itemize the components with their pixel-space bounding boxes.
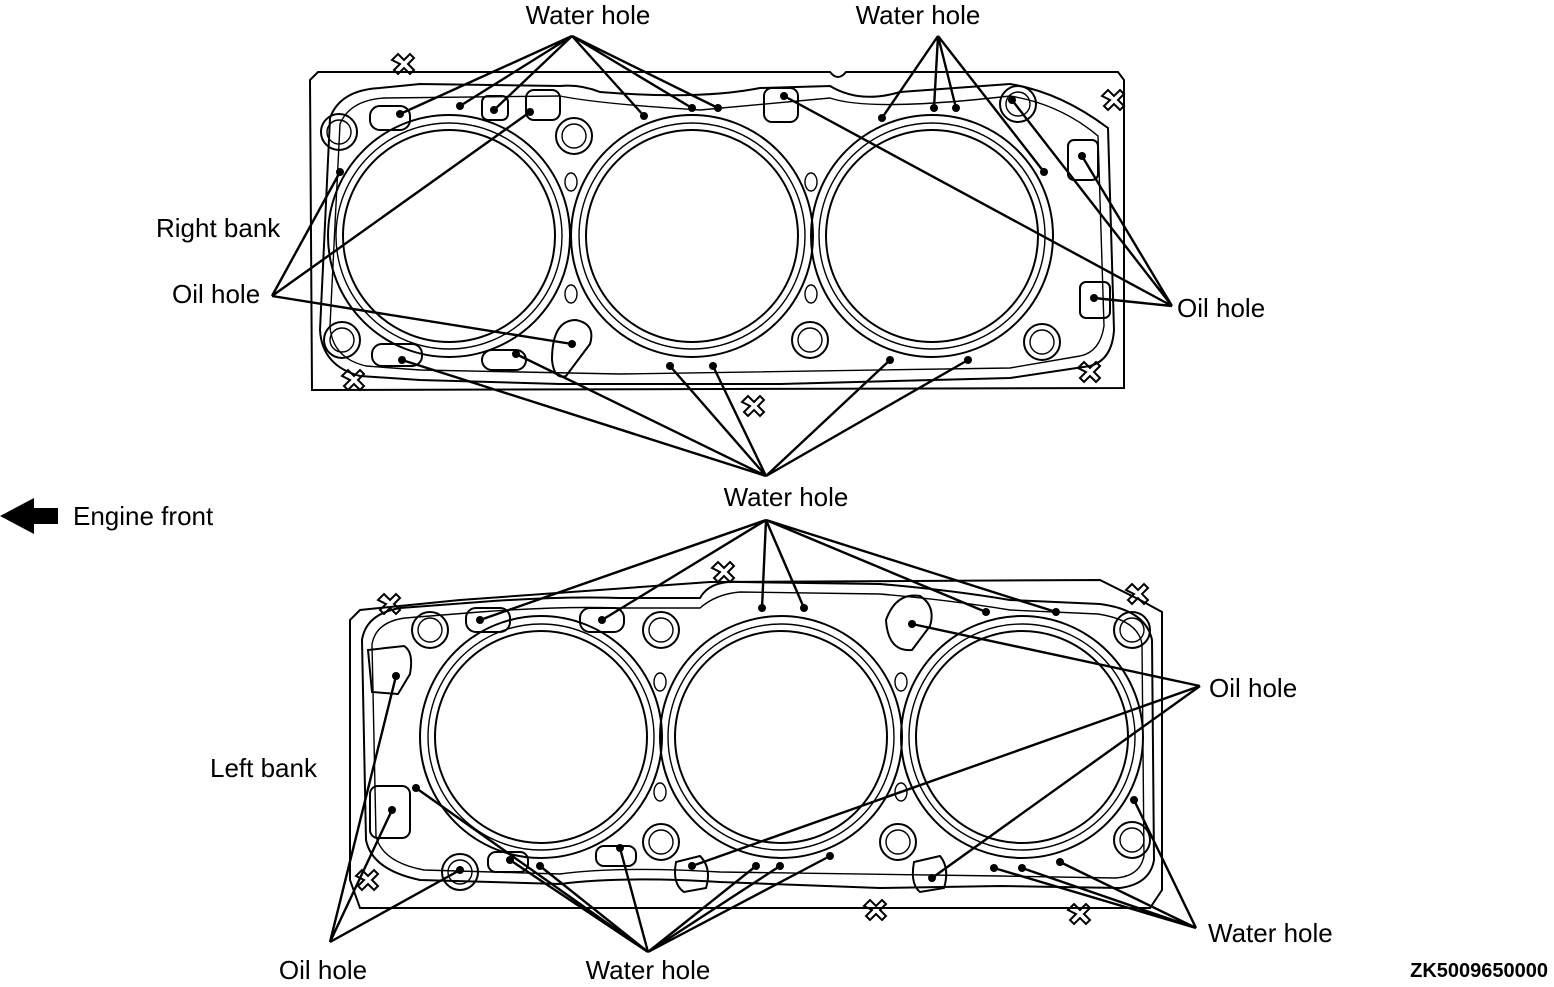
label-left-bank: Left bank — [210, 753, 318, 783]
label-water-hole-middle: Water hole — [724, 482, 849, 512]
right-bank-gasket — [308, 52, 1126, 418]
leader-endpoints — [336, 92, 1138, 882]
label-water-hole-top-right: Water hole — [856, 0, 981, 30]
figure-code: ZK5009650000 — [1410, 960, 1548, 982]
label-oil-hole-right-bank-left: Oil hole — [172, 279, 260, 309]
label-water-hole-bottom: Water hole — [586, 955, 711, 985]
leader-lines — [270, 34, 1201, 954]
label-right-bank: Right bank — [156, 213, 281, 243]
label-water-hole-top-left: Water hole — [526, 0, 651, 30]
label-oil-hole-right-bank-right: Oil hole — [1177, 293, 1265, 323]
left-bank-gasket — [349, 560, 1163, 926]
label-water-hole-left-bank-right: Water hole — [1208, 918, 1333, 948]
label-engine-front: Engine front — [73, 501, 214, 531]
arrow-left-icon — [0, 498, 58, 534]
label-oil-hole-bottom: Oil hole — [279, 955, 367, 985]
label-oil-hole-left-bank-right: Oil hole — [1209, 673, 1297, 703]
